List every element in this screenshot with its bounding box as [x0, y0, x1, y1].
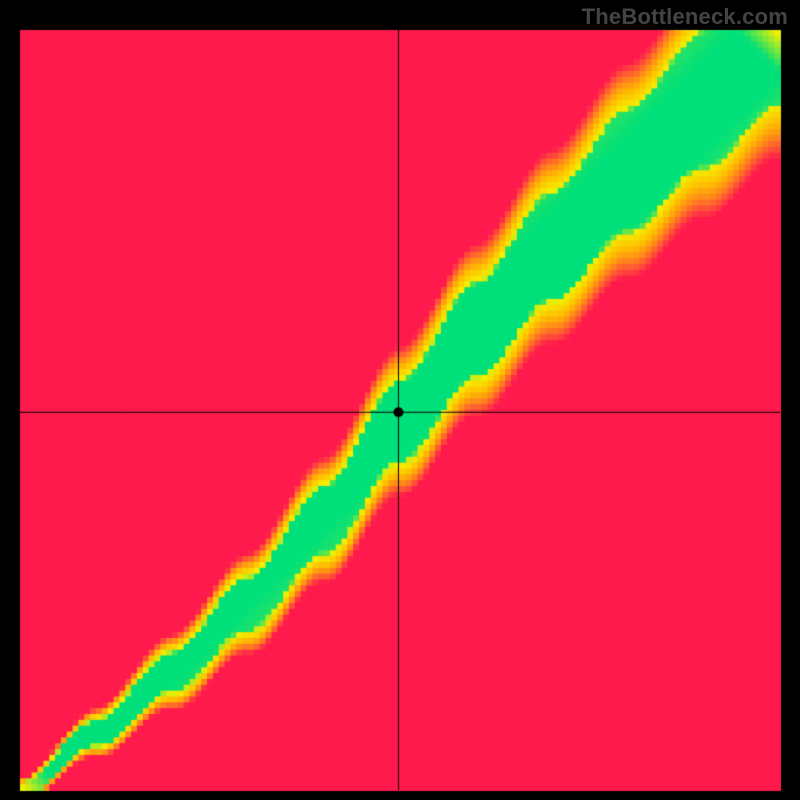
heatmap-canvas [0, 0, 800, 800]
watermark-text: TheBottleneck.com [582, 4, 788, 30]
chart-container: TheBottleneck.com [0, 0, 800, 800]
